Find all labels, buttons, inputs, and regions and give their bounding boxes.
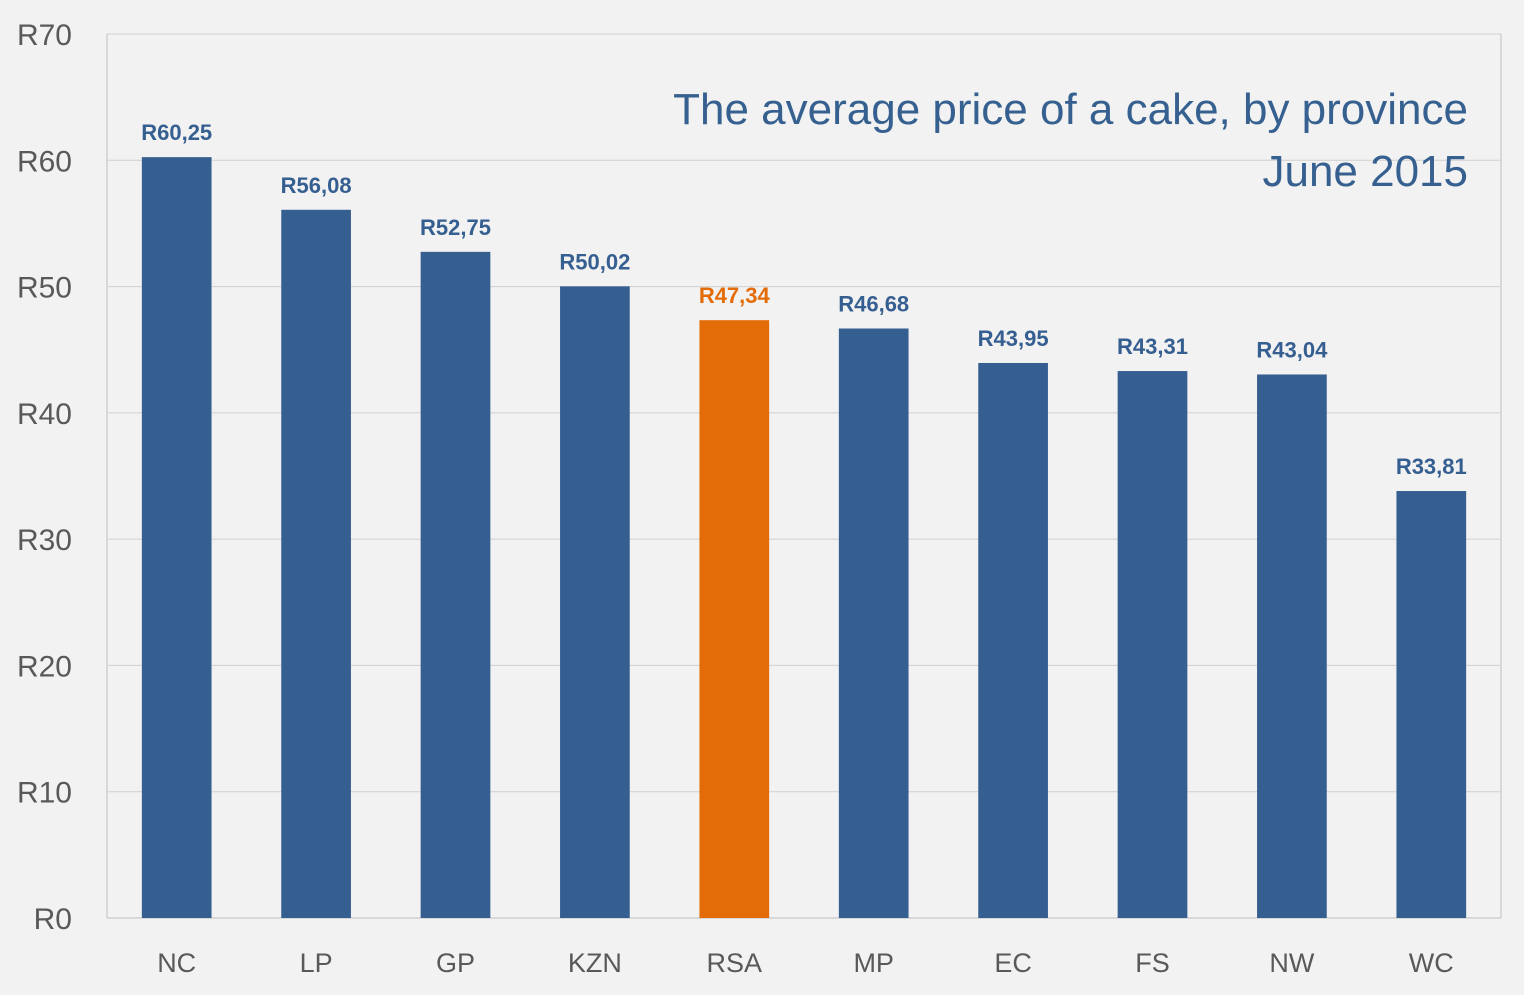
x-axis-ticks: NC LP GP KZN RSA MP EC FS NW WC [157, 948, 1454, 978]
x-tick-label: KZN [568, 948, 622, 978]
data-label: R52,75 [420, 215, 491, 240]
bar-lp [281, 209, 351, 918]
data-label: R50,02 [559, 249, 630, 274]
data-label: R43,31 [1117, 334, 1188, 359]
bar-kzn [560, 286, 630, 918]
y-tick-label: R0 [34, 903, 72, 936]
y-tick-label: R60 [17, 145, 72, 178]
bars [141, 157, 1467, 919]
y-tick-label: R70 [17, 19, 72, 52]
bar-nc [141, 157, 212, 919]
y-tick-label: R30 [17, 524, 72, 557]
y-tick-label: R10 [17, 777, 72, 810]
y-tick-label: R50 [17, 272, 72, 305]
data-label: R46,68 [838, 291, 909, 316]
data-label: R33,81 [1396, 454, 1467, 479]
bar-ec [978, 362, 1048, 919]
bar-nw [1257, 374, 1327, 918]
x-tick-label: GP [436, 948, 475, 978]
data-label: R56,08 [281, 173, 352, 198]
x-tick-label: WC [1409, 948, 1454, 978]
bar-wc [1396, 491, 1467, 918]
y-tick-label: R20 [17, 650, 72, 683]
chart-title: The average price of a cake, by province [673, 85, 1468, 134]
y-axis-ticks: R0 R10 R20 R30 R40 R50 R60 R70 [17, 19, 72, 936]
x-tick-label: NW [1269, 948, 1314, 978]
data-label: R47,34 [699, 283, 771, 308]
x-tick-label: NC [157, 948, 196, 978]
bar-rsa [699, 320, 770, 918]
y-tick-label: R40 [17, 398, 72, 431]
data-label: R43,95 [978, 326, 1049, 351]
chart-subtitle: June 2015 [1262, 147, 1468, 196]
x-tick-label: EC [994, 948, 1032, 978]
data-label: R43,04 [1256, 337, 1328, 362]
bar-gp [420, 251, 491, 919]
bar-mp [838, 328, 909, 918]
x-tick-label: MP [853, 948, 894, 978]
data-labels: R60,25 R56,08 R52,75 R50,02 R47,34 R46,68 R43,… [141, 120, 1467, 479]
x-tick-label: RSA [707, 948, 763, 978]
data-label: R60,25 [141, 120, 212, 145]
bar-fs [1117, 371, 1188, 918]
x-tick-label: FS [1135, 948, 1170, 978]
x-tick-label: LP [300, 948, 333, 978]
